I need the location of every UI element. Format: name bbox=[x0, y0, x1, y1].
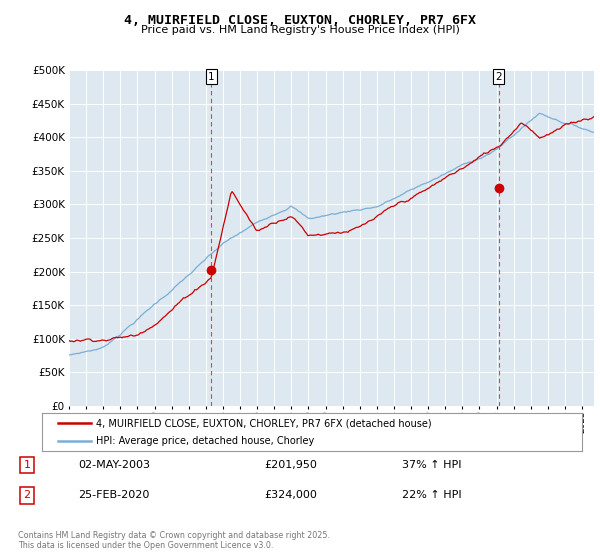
Text: 2: 2 bbox=[23, 491, 31, 501]
Text: 22% ↑ HPI: 22% ↑ HPI bbox=[402, 491, 461, 501]
Text: Price paid vs. HM Land Registry's House Price Index (HPI): Price paid vs. HM Land Registry's House … bbox=[140, 25, 460, 35]
Text: £324,000: £324,000 bbox=[264, 491, 317, 501]
Text: Contains HM Land Registry data © Crown copyright and database right 2025.
This d: Contains HM Land Registry data © Crown c… bbox=[18, 531, 330, 550]
Text: 4, MUIRFIELD CLOSE, EUXTON, CHORLEY, PR7 6FX (detached house): 4, MUIRFIELD CLOSE, EUXTON, CHORLEY, PR7… bbox=[96, 418, 431, 428]
Text: 1: 1 bbox=[23, 460, 31, 470]
Text: 4, MUIRFIELD CLOSE, EUXTON, CHORLEY, PR7 6FX: 4, MUIRFIELD CLOSE, EUXTON, CHORLEY, PR7… bbox=[124, 14, 476, 27]
Text: £201,950: £201,950 bbox=[264, 460, 317, 470]
Text: HPI: Average price, detached house, Chorley: HPI: Average price, detached house, Chor… bbox=[96, 436, 314, 446]
Text: 1: 1 bbox=[208, 72, 215, 82]
Text: 02-MAY-2003: 02-MAY-2003 bbox=[78, 460, 150, 470]
Text: 2: 2 bbox=[495, 72, 502, 82]
Text: 37% ↑ HPI: 37% ↑ HPI bbox=[402, 460, 461, 470]
Text: 25-FEB-2020: 25-FEB-2020 bbox=[78, 491, 149, 501]
